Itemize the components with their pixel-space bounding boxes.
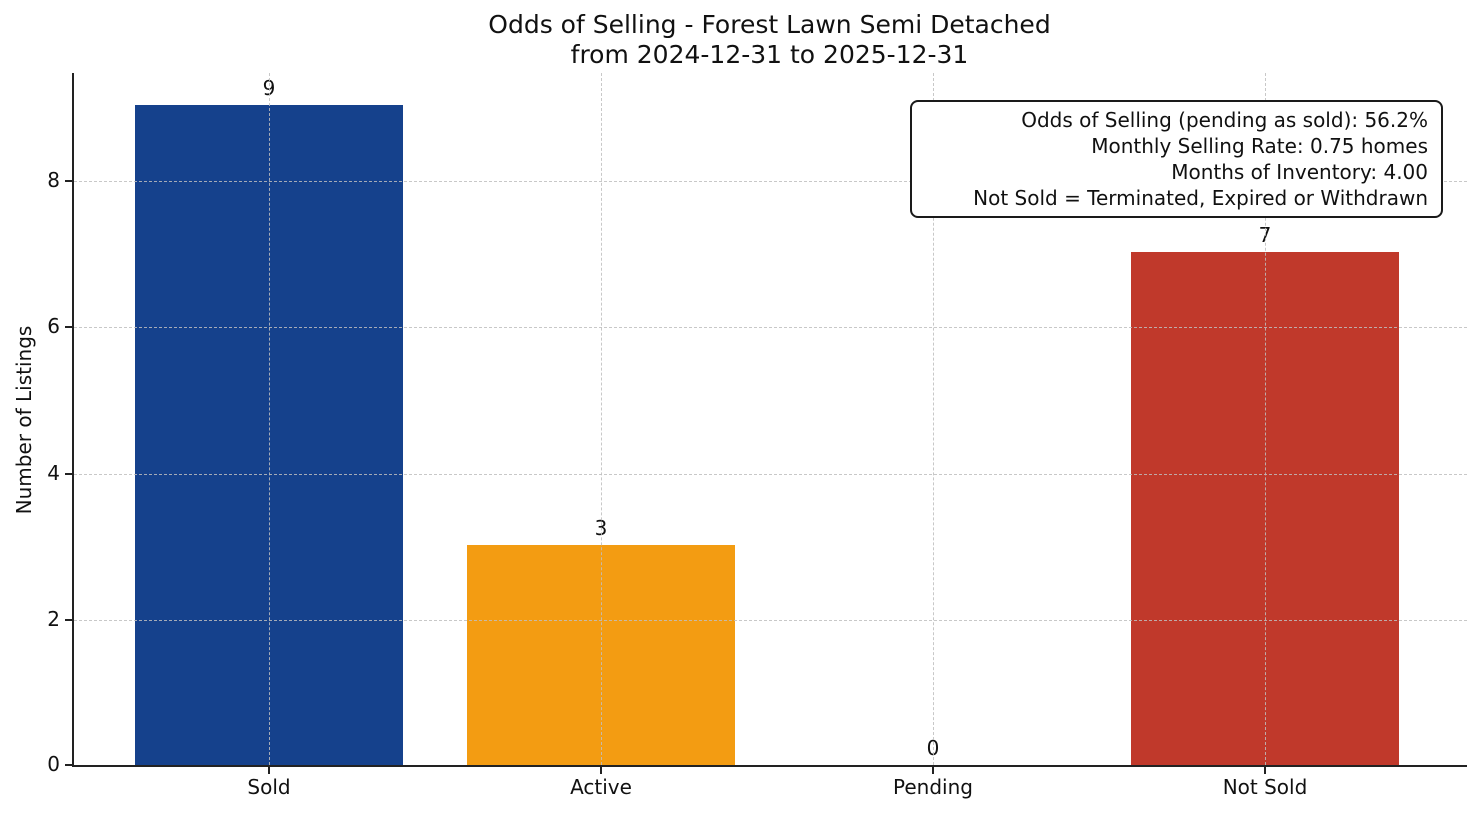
- y-tick-0: [65, 764, 72, 766]
- x-tick-label-active: Active: [570, 775, 632, 799]
- bar-not-sold: [1131, 252, 1399, 765]
- y-tick-label: 6: [47, 314, 60, 338]
- bar-column-sold: 9: [135, 73, 403, 765]
- bar-sold: [135, 105, 403, 765]
- y-tick-4: [65, 473, 72, 475]
- y-tick-8: [65, 180, 72, 182]
- y-tick-6: [65, 326, 72, 328]
- bar-column-active: 3: [467, 73, 735, 765]
- plot-area: 9 3 0 7: [65, 73, 1467, 774]
- chart-title-block: Odds of Selling - Forest Lawn Semi Detac…: [72, 10, 1467, 70]
- x-tick-pending: [932, 767, 934, 774]
- x-tick-notsold: [1264, 767, 1266, 774]
- annotation-months-of-inventory: Months of Inventory: 4.00: [1171, 160, 1428, 184]
- x-tick-active: [600, 767, 602, 774]
- y-tick-label: 4: [47, 461, 60, 485]
- y-tick-label: 8: [47, 168, 60, 192]
- chart-title: Odds of Selling - Forest Lawn Semi Detac…: [488, 10, 1051, 39]
- chart-subtitle: from 2024-12-31 to 2025-12-31: [570, 40, 969, 69]
- x-tick-sold: [268, 767, 270, 774]
- bar-active: [467, 545, 735, 765]
- x-tick-label-notsold: Not Sold: [1222, 775, 1308, 799]
- bar-value-label: 7: [1258, 223, 1272, 247]
- annotation-not-sold-definition: Not Sold = Terminated, Expired or Withdr…: [973, 186, 1428, 210]
- annotation-odds-of-selling: Odds of Selling (pending as sold): 56.2%: [1021, 108, 1428, 132]
- x-tick-label-pending: Pending: [893, 775, 973, 799]
- y-axis-label: Number of Listings: [12, 325, 36, 515]
- x-tick-label-sold: Sold: [247, 775, 291, 799]
- bar-value-label: 3: [594, 516, 608, 540]
- bar-value-label: 0: [926, 736, 940, 760]
- bar-column-pending: 0: [799, 73, 1067, 765]
- y-tick-label: 2: [47, 607, 60, 631]
- stats-annotation-box: Odds of Selling (pending as sold): 56.2%…: [910, 100, 1443, 218]
- y-tick-2: [65, 619, 72, 621]
- y-tick-label: 0: [47, 752, 60, 776]
- annotation-monthly-selling-rate: Monthly Selling Rate: 0.75 homes: [1091, 134, 1428, 158]
- bar-value-label: 9: [262, 76, 276, 100]
